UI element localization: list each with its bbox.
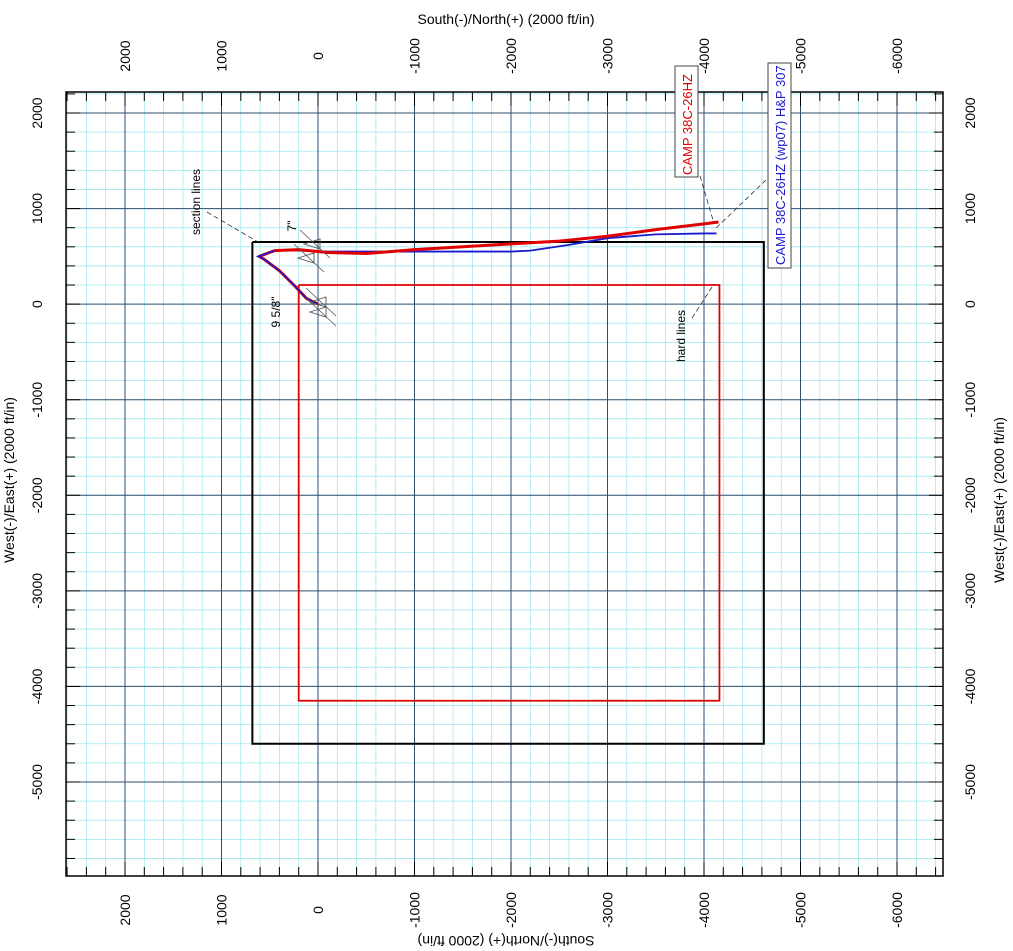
legend-label-actual: CAMP 38C-26HZ [674,65,699,178]
hard-lines-boundary [297,284,721,702]
legend-text-plan: CAMP 38C-26HZ (wp07) H&P 307 [773,65,788,265]
y-tick-label-left: -5000 [29,764,45,800]
casing-label-7in: 7" [285,221,299,232]
y-tick-label-left: -4000 [29,668,45,704]
y-tick-label-right: -4000 [962,668,978,704]
section-lines-leader [206,211,259,243]
hard-lines-leader [691,283,715,319]
x-tick-label-top: -6000 [889,38,905,74]
casing-marker-7in-b-stem [293,243,325,273]
y-tick-label-left: -3000 [29,573,45,609]
casing-marker-7in-b [296,252,315,264]
plot-frame [65,91,944,877]
y-axis-title-right: West(-)/East(+) (2000 ft/in) [991,417,1007,583]
casing-marker-9-5-8in-a-stem [305,287,337,317]
y-tick-label-right: -3000 [962,573,978,609]
section-lines-boundary [251,241,765,745]
x-tick-label-top: 1000 [214,40,230,71]
y-tick-label-right: -5000 [962,764,978,800]
x-tick-label-top: -5000 [793,38,809,74]
x-tick-label-top: 2000 [117,40,133,71]
x-axis-title-top: South(-)/North(+) (2000 ft/in) [417,11,594,27]
casing-marker-9-5-8in-b-stem [305,297,337,327]
x-axis-title-bottom: South(-)/North(+) (2000 ft/in) [417,933,594,949]
x-tick-label-bottom: 0 [310,906,326,914]
x-tick-label-bottom: 1000 [214,894,230,925]
wellpaths [255,220,719,306]
legend-label-plan: CAMP 38C-26HZ (wp07) H&P 307 [767,62,792,269]
tick-labels: 2000 2000 1000 1000 0 0 -1000 -1000 -2000 -2000 -3… [29,38,978,928]
y-tick-label-left: 0 [29,300,45,308]
x-tick-label-bottom: -6000 [889,892,905,928]
y-tick-label-left: 2000 [29,97,45,128]
y-tick-label-right: 0 [962,300,978,308]
boundaries [251,241,765,745]
actual-legend-leader [699,175,714,221]
y-tick-label-left: -1000 [29,382,45,418]
casing-marker-7in-a-stem [299,229,331,259]
y-tick-label-right: 2000 [962,97,978,128]
x-tick-label-top: -1000 [407,38,423,74]
y-tick-label-right: 1000 [962,193,978,224]
y-tick-label-left: -2000 [29,477,45,513]
x-tick-label-bottom: -5000 [793,892,809,928]
x-tick-label-top: -3000 [600,38,616,74]
x-tick-label-top: -4000 [696,38,712,74]
y-tick-label-left: 1000 [29,193,45,224]
x-tick-label-bottom: -1000 [407,892,423,928]
tick-marks [66,92,943,876]
y-tick-label-right: -2000 [962,477,978,513]
hard-lines-label: hard lines [674,310,688,362]
x-tick-label-bottom: -2000 [503,892,519,928]
x-tick-label-bottom: -4000 [696,892,712,928]
y-tick-label-right: -1000 [962,382,978,418]
casing-label-9-5-8in: 9 5/8" [269,297,283,328]
legend-text-actual: CAMP 38C-26HZ [680,74,695,175]
x-tick-label-top: -2000 [503,38,519,74]
x-tick-label-top: 0 [310,52,326,60]
plan-legend-leader [713,179,767,231]
major-grid [66,92,943,876]
casing-markers [293,229,337,327]
x-tick-label-bottom: -3000 [600,892,616,928]
x-tick-label-bottom: 2000 [117,894,133,925]
section-lines-label: section lines [189,169,203,235]
y-axis-title-left: West(-)/East(+) (2000 ft/in) [1,397,17,563]
